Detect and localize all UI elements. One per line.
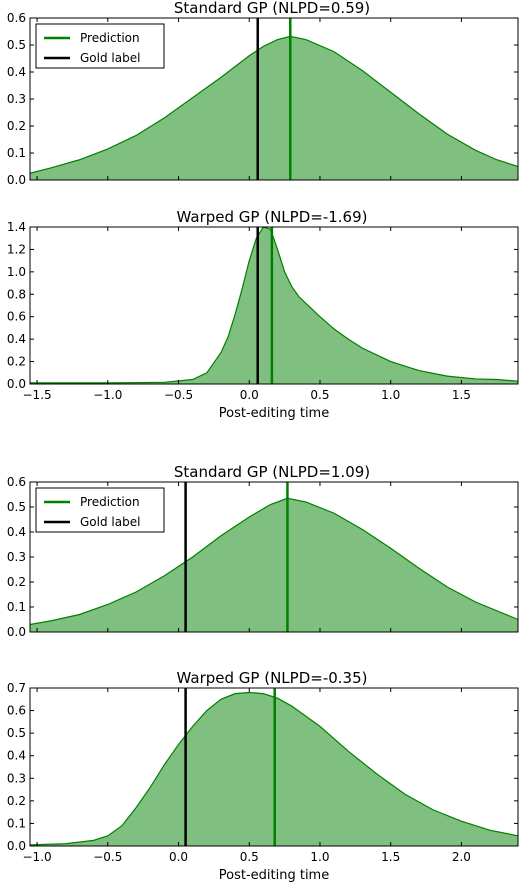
density-line xyxy=(30,226,519,384)
chart-title: Warped GP (NLPD=-1.69) xyxy=(177,208,368,226)
legend-box xyxy=(35,23,165,69)
x-axis-label: Post-editing time xyxy=(219,868,329,883)
density-line xyxy=(29,691,519,846)
legend-prediction-label: Prediction xyxy=(80,495,140,509)
y-tick-label: 1.2 xyxy=(7,242,26,256)
y-tick-label: 0.2 xyxy=(7,575,26,589)
density-line xyxy=(29,497,519,626)
chart-panel-3: 0.0 0.1 0.2 0.3 0.4 0.5 0.6 Standard GP (NLPD=1… xyxy=(7,463,519,639)
legend-prediction-label: Prediction xyxy=(80,31,140,45)
y-tick-label: 0.6 xyxy=(7,704,26,718)
x-tick-label: 0.5 xyxy=(310,388,329,402)
y-tick-label: 0.1 xyxy=(7,816,26,830)
y-tick-label: 0.2 xyxy=(7,794,26,808)
x-tick-label: 1.5 xyxy=(381,850,400,864)
y-tick-label: 0.0 xyxy=(7,839,26,853)
chart-title: Warped GP (NLPD=-0.35) xyxy=(177,669,368,687)
y-tick-label: 0.6 xyxy=(7,310,26,324)
axes-frame xyxy=(29,687,519,847)
chart-panel-1: 0.0 0.1 0.2 0.3 0.4 0.5 0.6 Standard GP (NLPD=0… xyxy=(7,0,519,187)
x-tick-label: −1.0 xyxy=(23,850,52,864)
y-tick-label: 0.8 xyxy=(7,287,26,301)
x-tick-label: −1.0 xyxy=(93,388,122,402)
y-tick-label: 0.2 xyxy=(7,119,26,133)
y-tick-label: 0.4 xyxy=(7,65,26,79)
x-axis-label: Post-editing time xyxy=(219,406,329,421)
x-tick-label: 0.5 xyxy=(240,850,259,864)
y-tick-label: 0.3 xyxy=(7,550,26,564)
y-tick-label: 0.1 xyxy=(7,600,26,614)
legend-gold-label-label: Gold label xyxy=(80,515,140,529)
x-tick-label: −0.5 xyxy=(93,850,122,864)
legend: Prediction Gold label xyxy=(35,487,165,533)
x-tick-label: 1.5 xyxy=(452,388,471,402)
x-tick-label: −0.5 xyxy=(164,388,193,402)
x-tick-label: 2.0 xyxy=(452,850,471,864)
density-area xyxy=(30,498,518,632)
y-tick-label: 0.1 xyxy=(7,146,26,160)
y-tick-label: 0.5 xyxy=(7,500,26,514)
legend-gold-label-label: Gold label xyxy=(80,51,140,65)
y-tick-label: 1.4 xyxy=(7,220,26,234)
y-tick-label: 0.6 xyxy=(7,475,26,489)
density-area xyxy=(30,36,518,180)
chart-panel-4: 0.0 0.1 0.2 0.3 0.4 0.5 0.6 0.7 −1.0 −0.5 0.0 0.5 1.… xyxy=(7,669,519,883)
density-area xyxy=(30,227,518,384)
y-tick-label: 1.0 xyxy=(7,265,26,279)
y-tick-label: 0.0 xyxy=(7,377,26,391)
density-line xyxy=(29,35,519,174)
y-tick-label: 0.0 xyxy=(7,173,26,187)
y-tick-label: 0.4 xyxy=(7,525,26,539)
chart-panel-2: 0.0 0.2 0.4 0.6 0.8 1.0 1.2 1.4 −1.5 −1.0 −0.5 0.0 0… xyxy=(7,208,519,421)
x-tick-label: 1.0 xyxy=(381,388,400,402)
y-tick-label: 0.4 xyxy=(7,332,26,346)
legend-box xyxy=(35,487,165,533)
chart-title: Standard GP (NLPD=0.59) xyxy=(174,0,370,17)
y-tick-label: 0.3 xyxy=(7,92,26,106)
x-tick-label: 1.0 xyxy=(310,850,329,864)
y-tick-label: 0.6 xyxy=(7,11,26,25)
x-tick-label: 0.0 xyxy=(240,388,259,402)
y-tick-label: 0.0 xyxy=(7,625,26,639)
x-tick-label: 0.0 xyxy=(169,850,188,864)
y-tick-label: 0.5 xyxy=(7,38,26,52)
legend: Prediction Gold label xyxy=(35,23,165,69)
chart-title: Standard GP (NLPD=1.09) xyxy=(174,463,370,481)
y-tick-label: 0.4 xyxy=(7,749,26,763)
y-tick-label: 0.2 xyxy=(7,355,26,369)
axes-frame xyxy=(29,226,519,385)
x-tick-label: −1.5 xyxy=(23,388,52,402)
y-tick-label: 0.7 xyxy=(7,681,26,695)
y-tick-label: 0.3 xyxy=(7,771,26,785)
y-tick-label: 0.5 xyxy=(7,726,26,740)
